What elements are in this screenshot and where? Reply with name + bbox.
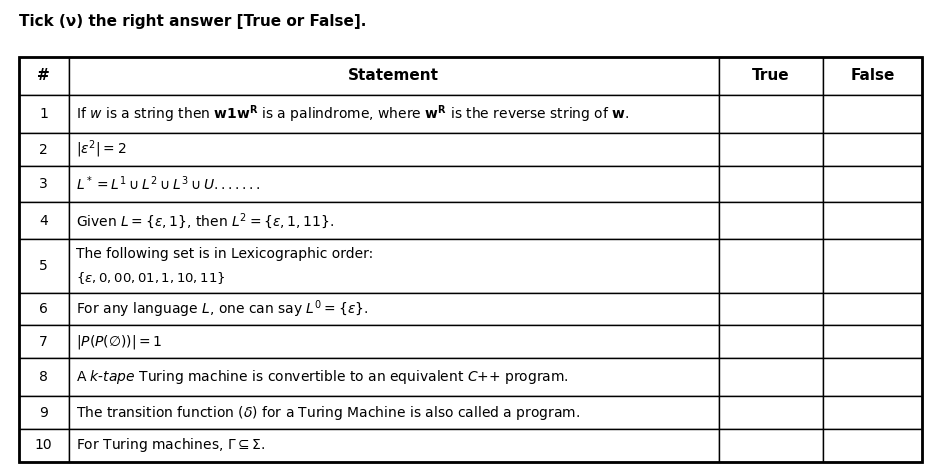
Text: Tick (ν) the right answer [True or False].: Tick (ν) the right answer [True or False… xyxy=(19,14,366,29)
Bar xyxy=(69,325,719,358)
Bar xyxy=(69,429,719,462)
Bar xyxy=(719,396,822,429)
Bar xyxy=(822,166,922,203)
Text: 8: 8 xyxy=(40,370,48,384)
Bar xyxy=(19,133,69,166)
Bar xyxy=(719,95,822,133)
Bar xyxy=(69,95,719,133)
Text: $L^* = L^1 \cup L^2 \cup L^3 \cup U.......$: $L^* = L^1 \cup L^2 \cup L^3 \cup U.....… xyxy=(76,175,261,194)
Bar xyxy=(719,239,822,292)
Bar xyxy=(69,203,719,239)
Bar xyxy=(19,239,69,292)
Bar xyxy=(822,358,922,396)
Bar xyxy=(69,57,719,95)
Bar xyxy=(719,325,822,358)
Bar xyxy=(822,429,922,462)
Text: #: # xyxy=(38,68,50,83)
Bar xyxy=(719,57,822,95)
Text: $|\varepsilon^2| = 2$: $|\varepsilon^2| = 2$ xyxy=(76,139,126,161)
Bar xyxy=(69,396,719,429)
Bar xyxy=(69,239,719,292)
Text: $|P(P(\emptyset))| = 1$: $|P(P(\emptyset))| = 1$ xyxy=(76,333,163,350)
Text: 1: 1 xyxy=(40,107,48,121)
Bar xyxy=(19,166,69,203)
Text: 3: 3 xyxy=(40,177,48,191)
Text: The transition function ($\delta$) for a Turing Machine is also called a program: The transition function ($\delta$) for a… xyxy=(76,404,581,422)
Text: A $k\text{-}tape$ Turing machine is convertible to an equivalent $C\text{++}$ pr: A $k\text{-}tape$ Turing machine is conv… xyxy=(76,368,569,386)
Bar xyxy=(822,239,922,292)
Bar xyxy=(822,325,922,358)
Bar xyxy=(822,95,922,133)
Bar xyxy=(19,325,69,358)
Text: 4: 4 xyxy=(40,214,48,227)
Text: For Turing machines, $\Gamma \subseteq \Sigma$.: For Turing machines, $\Gamma \subseteq \… xyxy=(76,436,265,454)
Text: For any language $L$, one can say $L^0 = \{\varepsilon\}$.: For any language $L$, one can say $L^0 =… xyxy=(76,298,368,320)
Text: If $w$ is a string then $\mathbf{w1w^R}$ is a palindrome, where $\mathbf{w^R}$ i: If $w$ is a string then $\mathbf{w1w^R}$… xyxy=(76,103,630,125)
Bar xyxy=(19,358,69,396)
Text: True: True xyxy=(752,68,789,83)
Bar xyxy=(69,358,719,396)
Bar xyxy=(69,133,719,166)
Bar xyxy=(69,166,719,203)
Text: $\{\varepsilon, 0, 00, 01, 1, 10, 11\}$: $\{\varepsilon, 0, 00, 01, 1, 10, 11\}$ xyxy=(76,269,226,285)
Bar xyxy=(822,203,922,239)
Text: 9: 9 xyxy=(40,406,48,420)
Bar xyxy=(69,292,719,325)
Bar xyxy=(719,203,822,239)
Bar xyxy=(719,166,822,203)
Bar xyxy=(719,292,822,325)
Bar xyxy=(19,57,69,95)
Bar xyxy=(822,57,922,95)
Bar xyxy=(822,292,922,325)
Bar xyxy=(822,133,922,166)
Text: 6: 6 xyxy=(40,302,48,316)
Bar xyxy=(719,133,822,166)
Bar xyxy=(19,203,69,239)
Bar xyxy=(19,95,69,133)
Text: Statement: Statement xyxy=(348,68,439,83)
Bar xyxy=(19,429,69,462)
Text: 10: 10 xyxy=(35,438,53,452)
Text: The following set is in Lexicographic order:: The following set is in Lexicographic or… xyxy=(76,247,374,261)
Bar xyxy=(19,292,69,325)
Text: 2: 2 xyxy=(40,143,48,157)
Bar xyxy=(822,396,922,429)
Bar xyxy=(19,396,69,429)
Text: Given $L = \{\varepsilon, 1\}$, then $L^2 = \{\varepsilon, 1, 11\}$.: Given $L = \{\varepsilon, 1\}$, then $L^… xyxy=(76,211,334,231)
Bar xyxy=(719,429,822,462)
Text: 5: 5 xyxy=(40,259,48,273)
Text: 7: 7 xyxy=(40,334,48,349)
Bar xyxy=(719,358,822,396)
Text: False: False xyxy=(851,68,895,83)
